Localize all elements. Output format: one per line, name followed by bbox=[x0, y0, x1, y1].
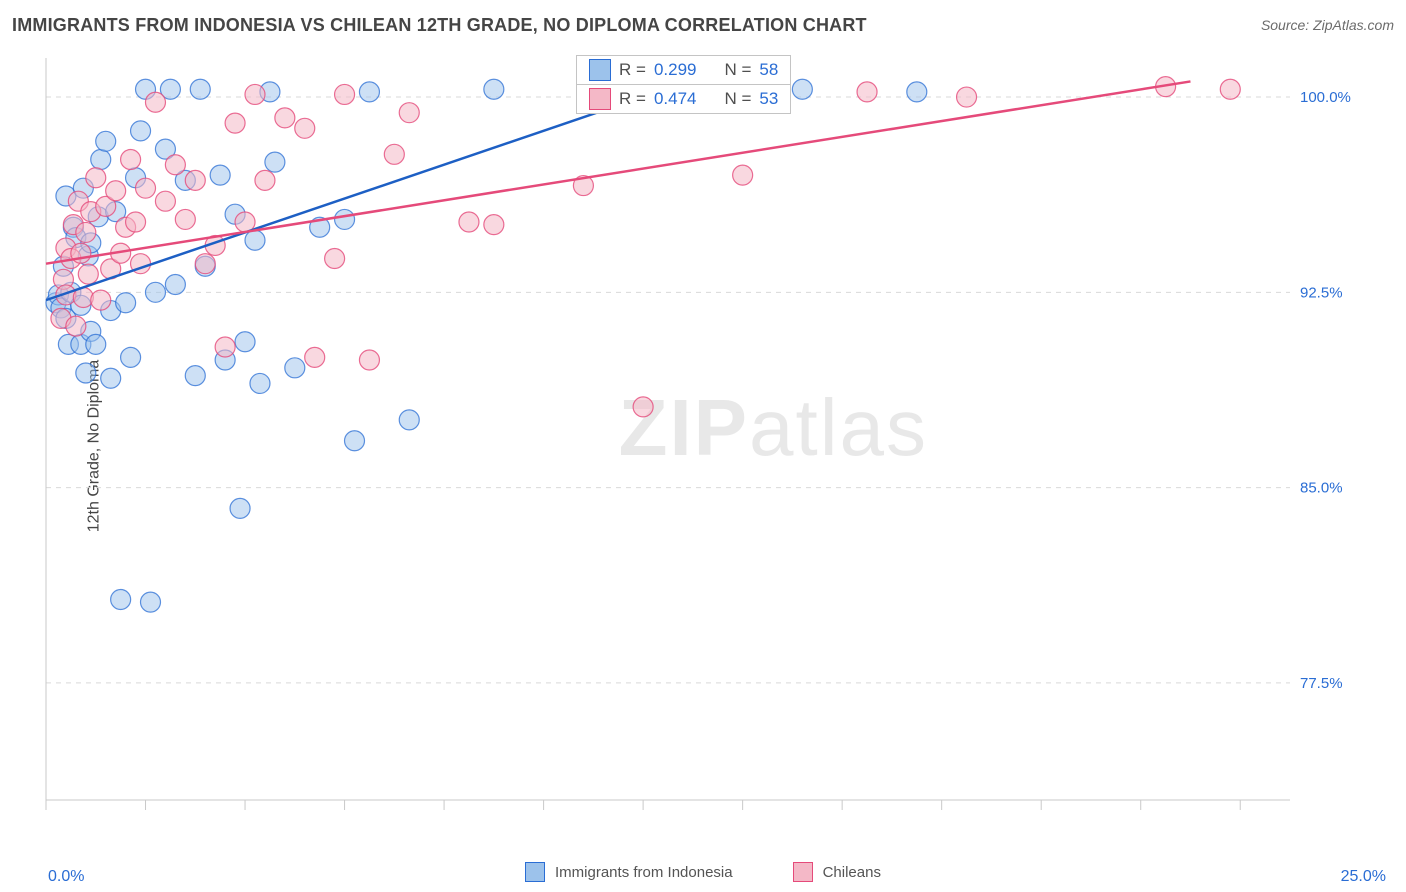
stats-label-n: N = bbox=[724, 60, 751, 80]
scatter-chart: 77.5% 85.0% 92.5% 100.0% bbox=[40, 50, 1360, 830]
legend-swatch-1 bbox=[525, 862, 545, 882]
stats-label-n: N = bbox=[724, 89, 751, 109]
stats-row: R = 0.474 N = 53 bbox=[576, 85, 791, 114]
legend-swatch-2 bbox=[793, 862, 813, 882]
stats-value-r: 0.474 bbox=[654, 89, 697, 109]
stats-swatch bbox=[589, 88, 611, 110]
stats-legend-box: R = 0.299 N = 58 R = 0.474 N = 53 bbox=[576, 55, 791, 114]
legend-bottom: Immigrants from Indonesia Chileans bbox=[0, 862, 1406, 882]
legend-item-2: Chileans bbox=[793, 862, 881, 882]
source-label: Source: ZipAtlas.com bbox=[1261, 17, 1394, 33]
legend-item-1: Immigrants from Indonesia bbox=[525, 862, 733, 882]
stats-value-n: 58 bbox=[759, 60, 778, 80]
title-bar: IMMIGRANTS FROM INDONESIA VS CHILEAN 12T… bbox=[12, 10, 1394, 40]
svg-text:92.5%: 92.5% bbox=[1300, 284, 1343, 301]
stats-value-r: 0.299 bbox=[654, 60, 697, 80]
svg-text:77.5%: 77.5% bbox=[1300, 675, 1343, 692]
stats-label-r: R = bbox=[619, 89, 646, 109]
svg-text:100.0%: 100.0% bbox=[1300, 89, 1351, 106]
stats-label-r: R = bbox=[619, 60, 646, 80]
stats-row: R = 0.299 N = 58 bbox=[576, 55, 791, 85]
svg-text:85.0%: 85.0% bbox=[1300, 480, 1343, 497]
legend-label-1: Immigrants from Indonesia bbox=[555, 864, 733, 881]
stats-swatch bbox=[589, 59, 611, 81]
legend-label-2: Chileans bbox=[823, 864, 881, 881]
chart-title: IMMIGRANTS FROM INDONESIA VS CHILEAN 12T… bbox=[12, 15, 867, 36]
stats-value-n: 53 bbox=[759, 89, 778, 109]
